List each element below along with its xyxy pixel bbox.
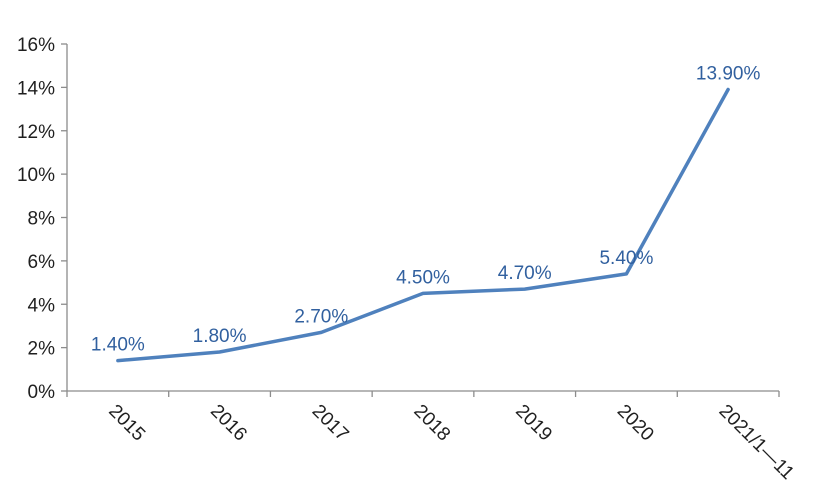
x-axis-category-label: 2018	[409, 401, 454, 446]
y-axis-tick-label: 14%	[17, 78, 55, 99]
y-axis-tick-label: 8%	[28, 209, 56, 230]
y-axis-tick-label: 0%	[28, 382, 56, 403]
y-axis-tick-label: 4%	[28, 295, 56, 316]
x-axis-category-label: 2015	[104, 401, 149, 446]
data-label: 4.50%	[396, 267, 450, 288]
data-label: 4.70%	[498, 263, 552, 284]
x-axis-category-label: 2017	[308, 401, 353, 446]
data-label: 5.40%	[599, 248, 653, 269]
x-axis-category-label: 2016	[206, 401, 251, 446]
y-axis-tick-label: 12%	[17, 122, 55, 143]
x-axis-category-label: 2019	[511, 401, 556, 446]
data-label: 1.40%	[91, 335, 145, 356]
data-label: 13.90%	[696, 64, 761, 85]
y-axis-tick-label: 16%	[17, 35, 55, 56]
data-label: 1.80%	[193, 326, 247, 347]
y-axis-tick-label: 10%	[17, 165, 55, 186]
series-line	[116, 87, 730, 363]
x-axis-category-label: 2021/1—11	[715, 401, 798, 483]
y-axis-tick-label: 2%	[28, 339, 56, 360]
y-axis-tick-label: 6%	[28, 252, 56, 273]
data-label: 2.70%	[294, 306, 348, 327]
x-axis-category-label: 2020	[613, 401, 658, 446]
